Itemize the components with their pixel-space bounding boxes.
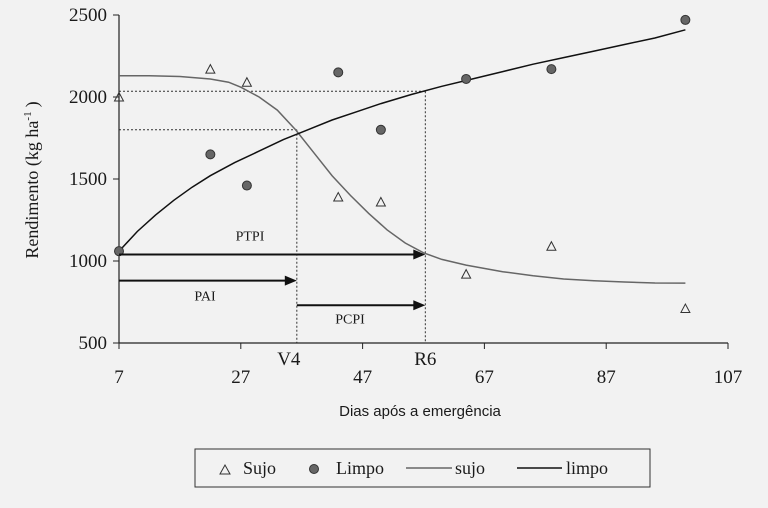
period-arrows: PTPI PAI PCPI xyxy=(119,229,426,327)
y-tick-label: 1000 xyxy=(69,251,107,272)
legend: Sujo Limpo sujo limpo xyxy=(194,448,651,488)
point-sujo xyxy=(332,191,344,202)
fitted-curves xyxy=(118,29,686,284)
point-sujo xyxy=(546,240,557,251)
point-sujo xyxy=(680,302,691,314)
x-tick-label: 67 xyxy=(475,367,494,388)
point-limpo xyxy=(375,124,386,135)
reference-lines: V4 R6 xyxy=(119,90,436,370)
curve-sujo xyxy=(119,74,686,284)
axes: 500 1000 1500 2000 2500 7 27 47 67 87 107 xyxy=(69,5,742,388)
y-tick-label: 500 xyxy=(79,333,108,354)
curve-limpo xyxy=(118,29,686,252)
arrow-label-pcpi: PCPI xyxy=(335,312,365,327)
y-tick-label: 2000 xyxy=(69,87,107,108)
point-limpo xyxy=(333,67,344,78)
arrow-head-pcpi xyxy=(413,300,426,311)
arrow-head-ptpi xyxy=(413,249,426,260)
point-limpo xyxy=(205,149,216,160)
point-sujo xyxy=(460,268,472,279)
point-sujo xyxy=(113,91,125,102)
r6-label: R6 xyxy=(414,349,436,370)
y-tick-label: 1500 xyxy=(69,169,107,190)
arrow-label-pai: PAI xyxy=(194,290,216,305)
point-limpo xyxy=(241,180,252,191)
legend-label-limpo-points: Limpo xyxy=(336,458,384,478)
x-tick-label: 7 xyxy=(114,367,124,388)
point-sujo xyxy=(375,196,387,207)
x-axis-label: Dias após a emergência xyxy=(339,403,501,420)
arrow-head-pai xyxy=(284,275,297,286)
legend-triangle-icon xyxy=(219,463,231,475)
point-limpo xyxy=(680,14,691,25)
point-limpo xyxy=(546,64,557,75)
legend-label-sujo-line: sujo xyxy=(455,458,485,478)
data-points xyxy=(113,14,691,314)
x-tick-label: 107 xyxy=(714,367,743,388)
x-tick-label: 87 xyxy=(597,367,616,388)
arrow-label-ptpi: PTPI xyxy=(236,229,265,244)
y-tick-label: 2500 xyxy=(69,5,107,26)
v4-label: V4 xyxy=(277,349,301,370)
legend-label-limpo-line: limpo xyxy=(566,458,608,478)
x-tick-label: 47 xyxy=(353,367,372,388)
y-axis-label: Rendimento (kg ha-1) xyxy=(22,101,43,258)
point-limpo xyxy=(461,73,472,84)
legend-label-sujo-points: Sujo xyxy=(243,458,276,478)
legend-box xyxy=(194,448,651,488)
x-tick-label: 27 xyxy=(231,367,250,388)
point-limpo xyxy=(114,246,124,257)
point-sujo xyxy=(205,63,216,74)
legend-circle-icon xyxy=(309,464,319,474)
point-sujo xyxy=(241,76,253,87)
